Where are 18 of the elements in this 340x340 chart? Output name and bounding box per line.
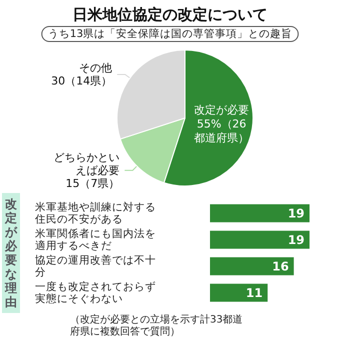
data-label: 19 [288, 232, 305, 247]
data-label: 16 [272, 259, 289, 274]
data-label: 55%（26都道府県） [194, 117, 250, 144]
slice-label: 改定が必要 [194, 103, 250, 116]
y-tick-label: 米軍基地や訓練に対する住民の不安がある [35, 200, 156, 226]
data-label: 30（14県） [51, 74, 112, 88]
y-tick-label: 協定の運用改善では不十分 [35, 253, 156, 278]
y-axis-title: 改定が必要な理由 [4, 197, 18, 309]
text: うち13県は「安全保障は国の専管事項」との趣旨 [48, 27, 292, 40]
data-label: 11 [246, 286, 263, 300]
slice-label: その他 [79, 62, 112, 75]
data-label: 19 [288, 206, 305, 220]
slice-label: どちらかといえば必要 [54, 150, 120, 177]
data-label: 15（7県） [66, 176, 120, 190]
y-tick-label: 米軍関係者にも国内法を適用するべきだ [35, 226, 156, 252]
text: （改定が必要との立場を示す計33都道府県に複数回答で質問） [70, 314, 243, 338]
chart-title: 日米地位協定の改定について [72, 6, 268, 24]
y-tick-label: 一度も改定されておらず実態にそぐわない [35, 280, 156, 305]
